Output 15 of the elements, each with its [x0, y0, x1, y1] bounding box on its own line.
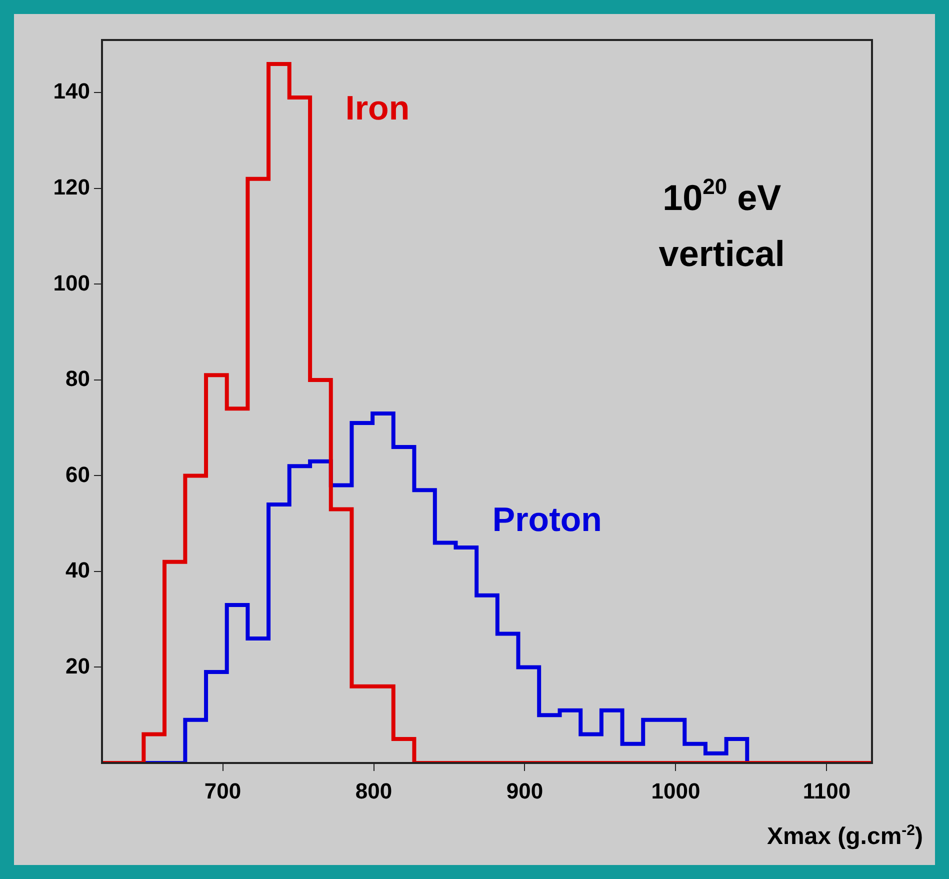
y-tick-label: 20 [66, 653, 90, 678]
x-tick-label: 1100 [802, 778, 851, 804]
x-tick-label: 1000 [651, 778, 700, 804]
y-tick-label: 120 [53, 174, 90, 200]
y-tick-label: 140 [53, 78, 90, 104]
series-label: Iron [345, 89, 410, 128]
y-tick-label: 60 [66, 462, 90, 487]
x-tick-label: 800 [355, 778, 392, 804]
x-tick-label: 700 [204, 778, 242, 804]
x-axis-title: Xmax (g.cm$^{-2}$) [766, 822, 923, 851]
y-tick-label: 40 [66, 558, 90, 583]
y-tick-label: 80 [66, 366, 90, 392]
series-label: Proton [492, 500, 602, 539]
x-tick-label: 900 [506, 778, 544, 804]
y-tick-label: 100 [53, 270, 90, 296]
